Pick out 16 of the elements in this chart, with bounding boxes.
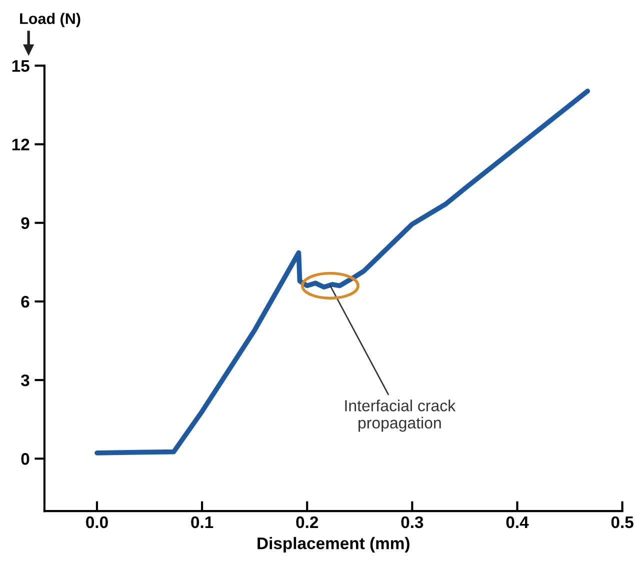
x-axis-title: Displacement (mm) [258,537,410,553]
x-tick-label: 0.4 [506,516,529,528]
y-tick-label: 15 [12,60,30,72]
y-tick-label: 6 [21,296,30,308]
y-tick-label: 0 [21,453,30,465]
y-axis-title: Load (N) [20,12,80,28]
y-tick-label: 12 [12,138,30,150]
x-tick-label: 0.2 [296,516,318,528]
line-series [94,88,590,456]
x-tick-label: 0.0 [86,516,108,528]
x-tick-label: 0.3 [401,516,424,528]
annotation: Interfacial crack propagation [345,400,456,432]
y-tick-label: 9 [21,217,30,230]
x-tick-label: 0.1 [191,516,214,528]
y-tick-label: 3 [20,374,30,386]
x-tick-label: 0.5 [611,516,634,528]
